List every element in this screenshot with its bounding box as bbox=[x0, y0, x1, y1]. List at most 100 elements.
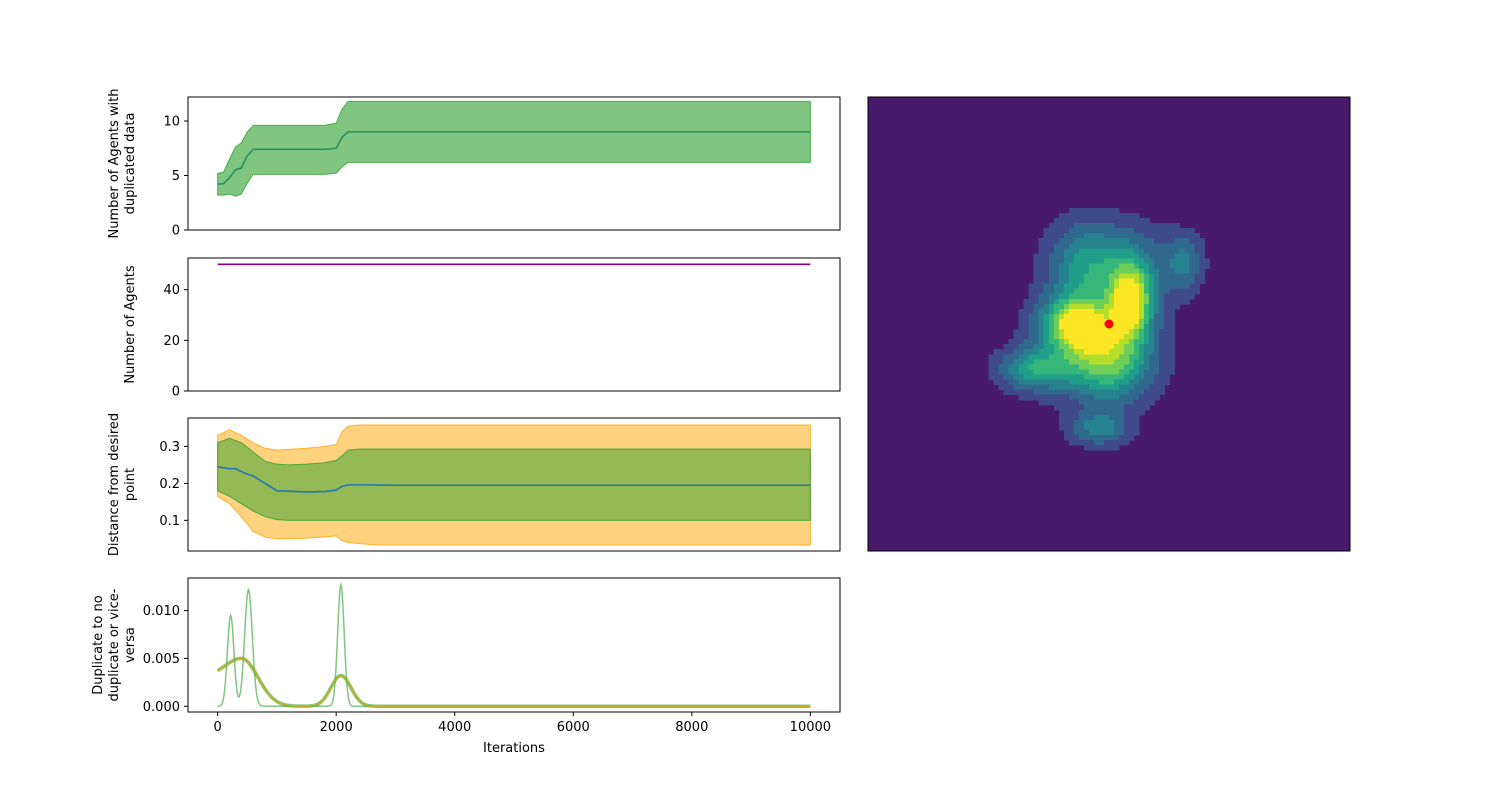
density-cell bbox=[1058, 268, 1065, 275]
density-cell bbox=[1114, 349, 1120, 355]
density-cell bbox=[1129, 384, 1135, 391]
density-cell bbox=[1093, 303, 1100, 310]
density-cell bbox=[1073, 278, 1080, 285]
density-cell bbox=[1119, 283, 1125, 290]
density-cell bbox=[993, 349, 1000, 355]
density-cell bbox=[1038, 253, 1045, 260]
density-cell bbox=[1174, 233, 1180, 239]
density-cell bbox=[1058, 233, 1065, 239]
density-cell bbox=[1144, 278, 1150, 285]
density-cell bbox=[1058, 364, 1065, 370]
density-cell bbox=[1144, 318, 1150, 325]
x-tick-label: 8000 bbox=[675, 720, 708, 735]
density-cell bbox=[1068, 374, 1075, 381]
density-cell bbox=[1073, 213, 1080, 219]
density-cell bbox=[1053, 223, 1060, 229]
density-cell bbox=[1093, 339, 1100, 345]
density-cell bbox=[1063, 263, 1070, 270]
density-cell bbox=[1068, 233, 1075, 239]
density-cell bbox=[1093, 424, 1100, 431]
density-cell bbox=[1013, 344, 1020, 350]
density-cell bbox=[1093, 359, 1100, 365]
density-cell bbox=[1003, 344, 1010, 350]
density-cell bbox=[1023, 324, 1030, 330]
density-cell bbox=[1068, 207, 1075, 214]
density-cell bbox=[1109, 207, 1115, 214]
density-cell bbox=[1154, 374, 1160, 381]
density-cell bbox=[1063, 344, 1070, 350]
density-cell bbox=[1119, 293, 1125, 300]
density-cell bbox=[1149, 233, 1155, 239]
density-cell bbox=[1068, 298, 1075, 305]
density-cell bbox=[1159, 248, 1165, 254]
density-cell bbox=[1088, 318, 1095, 325]
density-cell bbox=[1043, 369, 1050, 376]
density-cell bbox=[1048, 344, 1055, 350]
density-cell bbox=[993, 369, 1000, 376]
density-cell bbox=[1078, 344, 1085, 350]
density-cell bbox=[1119, 263, 1125, 270]
density-cell bbox=[1109, 238, 1115, 244]
density-cell bbox=[1149, 308, 1155, 315]
density-cell bbox=[1119, 268, 1125, 275]
density-cell bbox=[1098, 273, 1105, 280]
density-cell bbox=[1073, 339, 1080, 345]
density-cell bbox=[1073, 243, 1080, 249]
density-cell bbox=[1033, 318, 1040, 325]
density-cell bbox=[1068, 414, 1075, 421]
density-cell bbox=[1083, 419, 1090, 426]
density-cell bbox=[1144, 263, 1150, 270]
density-cell bbox=[1159, 298, 1165, 305]
density-cell bbox=[1134, 318, 1140, 325]
density-cell bbox=[1129, 324, 1135, 330]
density-cell bbox=[1088, 334, 1095, 340]
density-cell bbox=[1068, 424, 1075, 431]
density-cell bbox=[1053, 384, 1060, 391]
density-cell bbox=[1098, 318, 1105, 325]
density-cell bbox=[1078, 379, 1085, 386]
density-cell bbox=[1008, 369, 1015, 376]
density-cell bbox=[1098, 238, 1105, 244]
density-cell bbox=[1169, 339, 1175, 345]
density-cell bbox=[1159, 293, 1165, 300]
density-cell bbox=[1129, 354, 1135, 360]
switch-rate-mean-line bbox=[217, 657, 811, 707]
density-cell bbox=[1164, 364, 1170, 370]
density-cell bbox=[1083, 445, 1090, 451]
density-cell bbox=[1093, 334, 1100, 340]
density-cell bbox=[1033, 288, 1040, 295]
density-cell bbox=[1048, 364, 1055, 370]
density-cell bbox=[1114, 238, 1120, 244]
density-cell bbox=[1169, 329, 1175, 335]
density-cell bbox=[1114, 384, 1120, 391]
density-cell bbox=[1103, 399, 1110, 406]
density-cell bbox=[1164, 238, 1170, 244]
density-cell bbox=[1078, 213, 1085, 219]
density-cell bbox=[1184, 228, 1190, 234]
density-cell bbox=[1093, 293, 1100, 300]
density-cell bbox=[1053, 339, 1060, 345]
y-axis-label: Number of Agents with bbox=[107, 89, 122, 239]
density-cell bbox=[1139, 318, 1145, 325]
density-cell bbox=[1144, 364, 1150, 370]
density-cell bbox=[1023, 349, 1030, 355]
density-cell bbox=[1114, 273, 1120, 280]
density-cell bbox=[1129, 263, 1135, 270]
density-cell bbox=[1008, 339, 1015, 345]
target-point-marker bbox=[1104, 319, 1114, 329]
density-cell bbox=[1098, 329, 1105, 335]
density-cell bbox=[1078, 334, 1085, 340]
density-cell bbox=[1043, 313, 1050, 320]
density-cell bbox=[1068, 263, 1075, 270]
density-cell bbox=[1109, 218, 1115, 224]
density-cell bbox=[993, 354, 1000, 360]
plot-area bbox=[217, 100, 811, 197]
y-axis-label: duplicate or vice- bbox=[107, 588, 122, 701]
density-cell bbox=[1073, 419, 1080, 426]
density-cell bbox=[1114, 303, 1120, 310]
density-cell bbox=[1083, 263, 1090, 270]
y-axis-label: versa bbox=[123, 627, 138, 663]
density-cell bbox=[1093, 329, 1100, 335]
density-cell bbox=[988, 374, 995, 381]
density-cell bbox=[1103, 344, 1110, 350]
